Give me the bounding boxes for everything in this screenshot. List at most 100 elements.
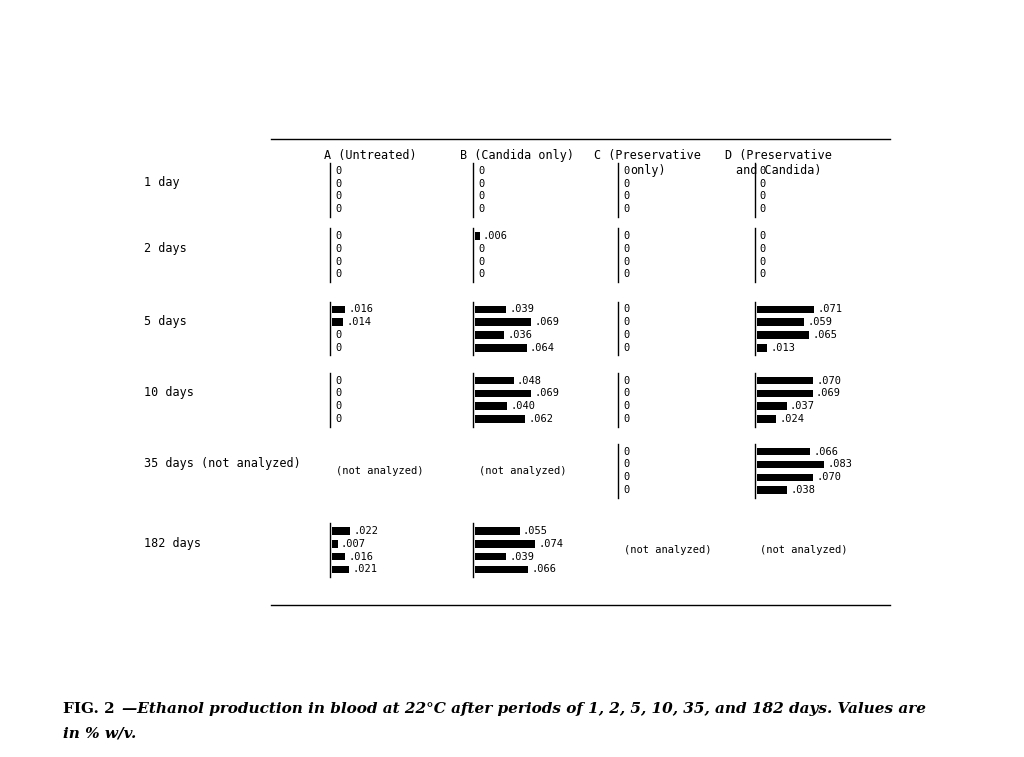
Text: A (Untreated): A (Untreated) bbox=[324, 149, 417, 162]
Text: 0: 0 bbox=[624, 179, 630, 188]
Text: 0: 0 bbox=[624, 472, 630, 482]
Bar bbox=[475, 553, 507, 560]
Bar bbox=[757, 306, 814, 313]
Text: .074: .074 bbox=[539, 539, 563, 549]
Bar bbox=[332, 527, 350, 534]
Text: (not analyzed): (not analyzed) bbox=[336, 466, 423, 476]
Text: .014: .014 bbox=[346, 317, 372, 327]
Bar bbox=[757, 416, 776, 423]
Bar bbox=[332, 306, 345, 313]
Text: .083: .083 bbox=[827, 459, 852, 469]
Text: 35 days (not analyzed): 35 days (not analyzed) bbox=[143, 457, 301, 470]
Text: .065: .065 bbox=[812, 330, 838, 340]
Text: .071: .071 bbox=[817, 304, 843, 314]
Text: 0: 0 bbox=[624, 231, 630, 241]
Text: 5 days: 5 days bbox=[143, 315, 186, 329]
Text: 0: 0 bbox=[478, 192, 484, 201]
Text: 0: 0 bbox=[624, 204, 630, 214]
Text: 0: 0 bbox=[760, 166, 766, 176]
Text: .055: .055 bbox=[522, 526, 548, 536]
Bar bbox=[757, 390, 813, 397]
Text: 0: 0 bbox=[624, 343, 630, 353]
Text: 0: 0 bbox=[335, 231, 341, 241]
Bar bbox=[475, 416, 525, 423]
Text: .039: .039 bbox=[510, 552, 535, 562]
Text: D (Preservative
and Candida): D (Preservative and Candida) bbox=[725, 149, 833, 177]
Bar bbox=[475, 540, 535, 547]
Text: 0: 0 bbox=[624, 401, 630, 411]
Text: 0: 0 bbox=[624, 459, 630, 469]
Text: 0: 0 bbox=[760, 244, 766, 254]
Text: .021: .021 bbox=[352, 565, 377, 575]
Text: 0: 0 bbox=[624, 388, 630, 398]
Text: B (Candida only): B (Candida only) bbox=[460, 149, 573, 162]
Text: 0: 0 bbox=[624, 330, 630, 340]
Bar bbox=[757, 461, 824, 469]
Text: 0: 0 bbox=[335, 269, 341, 279]
Bar bbox=[475, 377, 514, 385]
Text: .070: .070 bbox=[816, 375, 842, 385]
Text: 0: 0 bbox=[760, 257, 766, 266]
Bar bbox=[475, 232, 479, 240]
Text: 0: 0 bbox=[478, 204, 484, 214]
Text: 0: 0 bbox=[335, 192, 341, 201]
Text: 0: 0 bbox=[624, 244, 630, 254]
Text: 0: 0 bbox=[335, 388, 341, 398]
Text: 2 days: 2 days bbox=[143, 241, 186, 254]
Bar bbox=[475, 565, 528, 573]
Text: 1 day: 1 day bbox=[143, 176, 179, 189]
Bar bbox=[475, 344, 526, 352]
Text: (not analyzed): (not analyzed) bbox=[761, 545, 848, 555]
Bar bbox=[332, 319, 343, 326]
Text: 0: 0 bbox=[335, 375, 341, 385]
Bar bbox=[475, 332, 504, 339]
Text: 0: 0 bbox=[624, 257, 630, 266]
Text: .066: .066 bbox=[813, 447, 839, 456]
Text: 0: 0 bbox=[335, 343, 341, 353]
Text: .039: .039 bbox=[510, 304, 535, 314]
Text: 0: 0 bbox=[760, 269, 766, 279]
Bar bbox=[757, 403, 786, 410]
Text: 0: 0 bbox=[478, 244, 484, 254]
Bar bbox=[757, 448, 810, 456]
Text: in % w/v.: in % w/v. bbox=[63, 727, 137, 740]
Text: 0: 0 bbox=[760, 192, 766, 201]
Text: 0: 0 bbox=[335, 204, 341, 214]
Text: 0: 0 bbox=[760, 231, 766, 241]
Bar bbox=[475, 390, 530, 397]
Text: .069: .069 bbox=[816, 388, 841, 398]
Text: 0: 0 bbox=[335, 166, 341, 176]
Text: 0: 0 bbox=[624, 447, 630, 456]
Text: .038: .038 bbox=[791, 485, 815, 495]
Bar bbox=[757, 344, 767, 352]
Text: 0: 0 bbox=[624, 269, 630, 279]
Text: .037: .037 bbox=[790, 401, 815, 411]
Bar bbox=[475, 527, 519, 534]
Text: 0: 0 bbox=[760, 179, 766, 188]
Text: .036: .036 bbox=[507, 330, 532, 340]
Text: 10 days: 10 days bbox=[143, 386, 194, 399]
Text: (not analyzed): (not analyzed) bbox=[624, 545, 712, 555]
Text: 0: 0 bbox=[335, 179, 341, 188]
Text: .062: .062 bbox=[528, 414, 553, 424]
Bar bbox=[757, 332, 809, 339]
Bar bbox=[757, 319, 805, 326]
Text: .069: .069 bbox=[535, 388, 559, 398]
Bar bbox=[332, 540, 338, 547]
Text: .069: .069 bbox=[535, 317, 559, 327]
Bar bbox=[757, 377, 813, 385]
Bar bbox=[475, 403, 507, 410]
Text: 0: 0 bbox=[478, 166, 484, 176]
Text: C (Preservative
only): C (Preservative only) bbox=[594, 149, 701, 177]
Text: .007: .007 bbox=[341, 539, 366, 549]
Text: 0: 0 bbox=[478, 179, 484, 188]
Text: .040: .040 bbox=[511, 401, 536, 411]
Text: 0: 0 bbox=[335, 330, 341, 340]
Text: .064: .064 bbox=[530, 343, 555, 353]
Text: .024: .024 bbox=[779, 414, 804, 424]
Text: .006: .006 bbox=[483, 231, 508, 241]
Text: 0: 0 bbox=[335, 401, 341, 411]
Text: 0: 0 bbox=[478, 269, 484, 279]
Text: .016: .016 bbox=[348, 304, 373, 314]
Text: 0: 0 bbox=[624, 166, 630, 176]
